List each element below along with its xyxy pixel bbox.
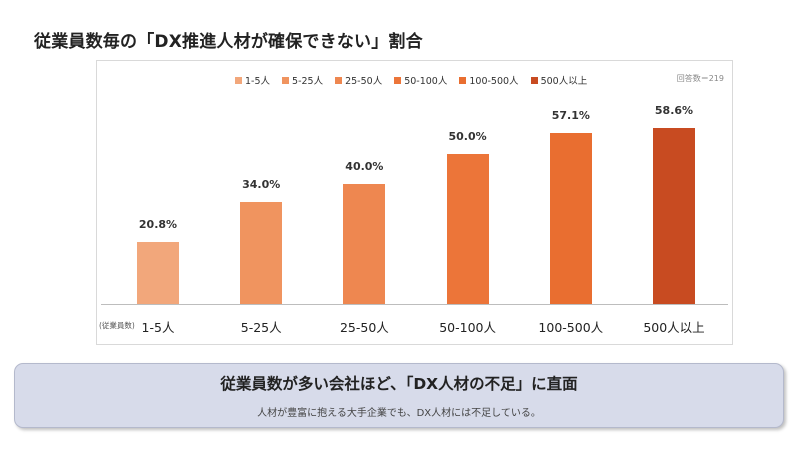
legend-item: 100-500人 (459, 73, 519, 87)
x-tick-label: 500人以上 (643, 320, 705, 335)
x-tick-label: 25-50人 (339, 320, 389, 335)
respondent-count: 回答数＝219 (676, 74, 724, 83)
legend-swatch (282, 76, 290, 84)
bar-value-label: 58.6% (654, 104, 694, 118)
legend-label: 500人以上 (540, 76, 588, 87)
x-tick-label: 100-500人 (538, 320, 604, 335)
legend-swatch (335, 76, 343, 84)
summary-headline: 従業員数が多い会社ほど、「DX人材の不足」に直面 (220, 375, 578, 393)
bar (343, 184, 386, 304)
summary-callout: 従業員数が多い会社ほど、「DX人材の不足」に直面 人材が豊富に抱える大手企業でも… (14, 363, 784, 428)
x-tick-label: 5-25人 (240, 320, 282, 335)
bar (137, 241, 179, 304)
x-axis-unit-label: (従業員数) (99, 321, 135, 330)
legend-label: 1-5人 (245, 76, 271, 87)
legend-label: 100-500人 (469, 76, 519, 87)
legend-swatch (530, 76, 538, 84)
legend-label: 5-25人 (292, 76, 324, 87)
bar-value-label: 50.0% (448, 130, 487, 143)
legend-label: 25-50人 (345, 76, 383, 87)
page-title: 従業員数毎の「DX推進人材が確保できない」割合 (34, 32, 423, 52)
legend-item: 25-50人 (335, 73, 382, 87)
bar-value-label: 40.0% (345, 160, 384, 173)
legend-swatch (459, 76, 467, 84)
x-tick-label: 50-100人 (439, 320, 496, 335)
x-tick-label: 1-5人 (141, 320, 175, 335)
legend-item: 5-25人 (282, 73, 323, 87)
x-axis-line (101, 304, 728, 305)
bar-value-label: 34.0% (242, 178, 281, 191)
bar (653, 128, 695, 304)
legend-item: 1-5人 (235, 73, 270, 87)
legend-swatch (394, 76, 402, 84)
bar-value-label: 57.1% (551, 108, 590, 122)
bar (446, 154, 489, 304)
legend-item: 50-100人 (394, 73, 447, 87)
legend-label: 50-100人 (404, 76, 448, 87)
bar (549, 132, 592, 304)
legend-item: 500人以上 (530, 73, 588, 87)
bar-chart: 1-5人 5-25人 25-50人 50-100人 100-500人 500人以上 回答数… (96, 60, 733, 345)
summary-subtext: 人材が豊富に抱える大手企業でも、DX人材には不足している。 (257, 408, 541, 419)
legend-swatch (235, 76, 242, 84)
bar-value-label: 20.8% (138, 217, 178, 231)
bar (240, 202, 283, 304)
chart-legend: 1-5人 5-25人 25-50人 50-100人 100-500人 500人以上 (235, 73, 587, 87)
